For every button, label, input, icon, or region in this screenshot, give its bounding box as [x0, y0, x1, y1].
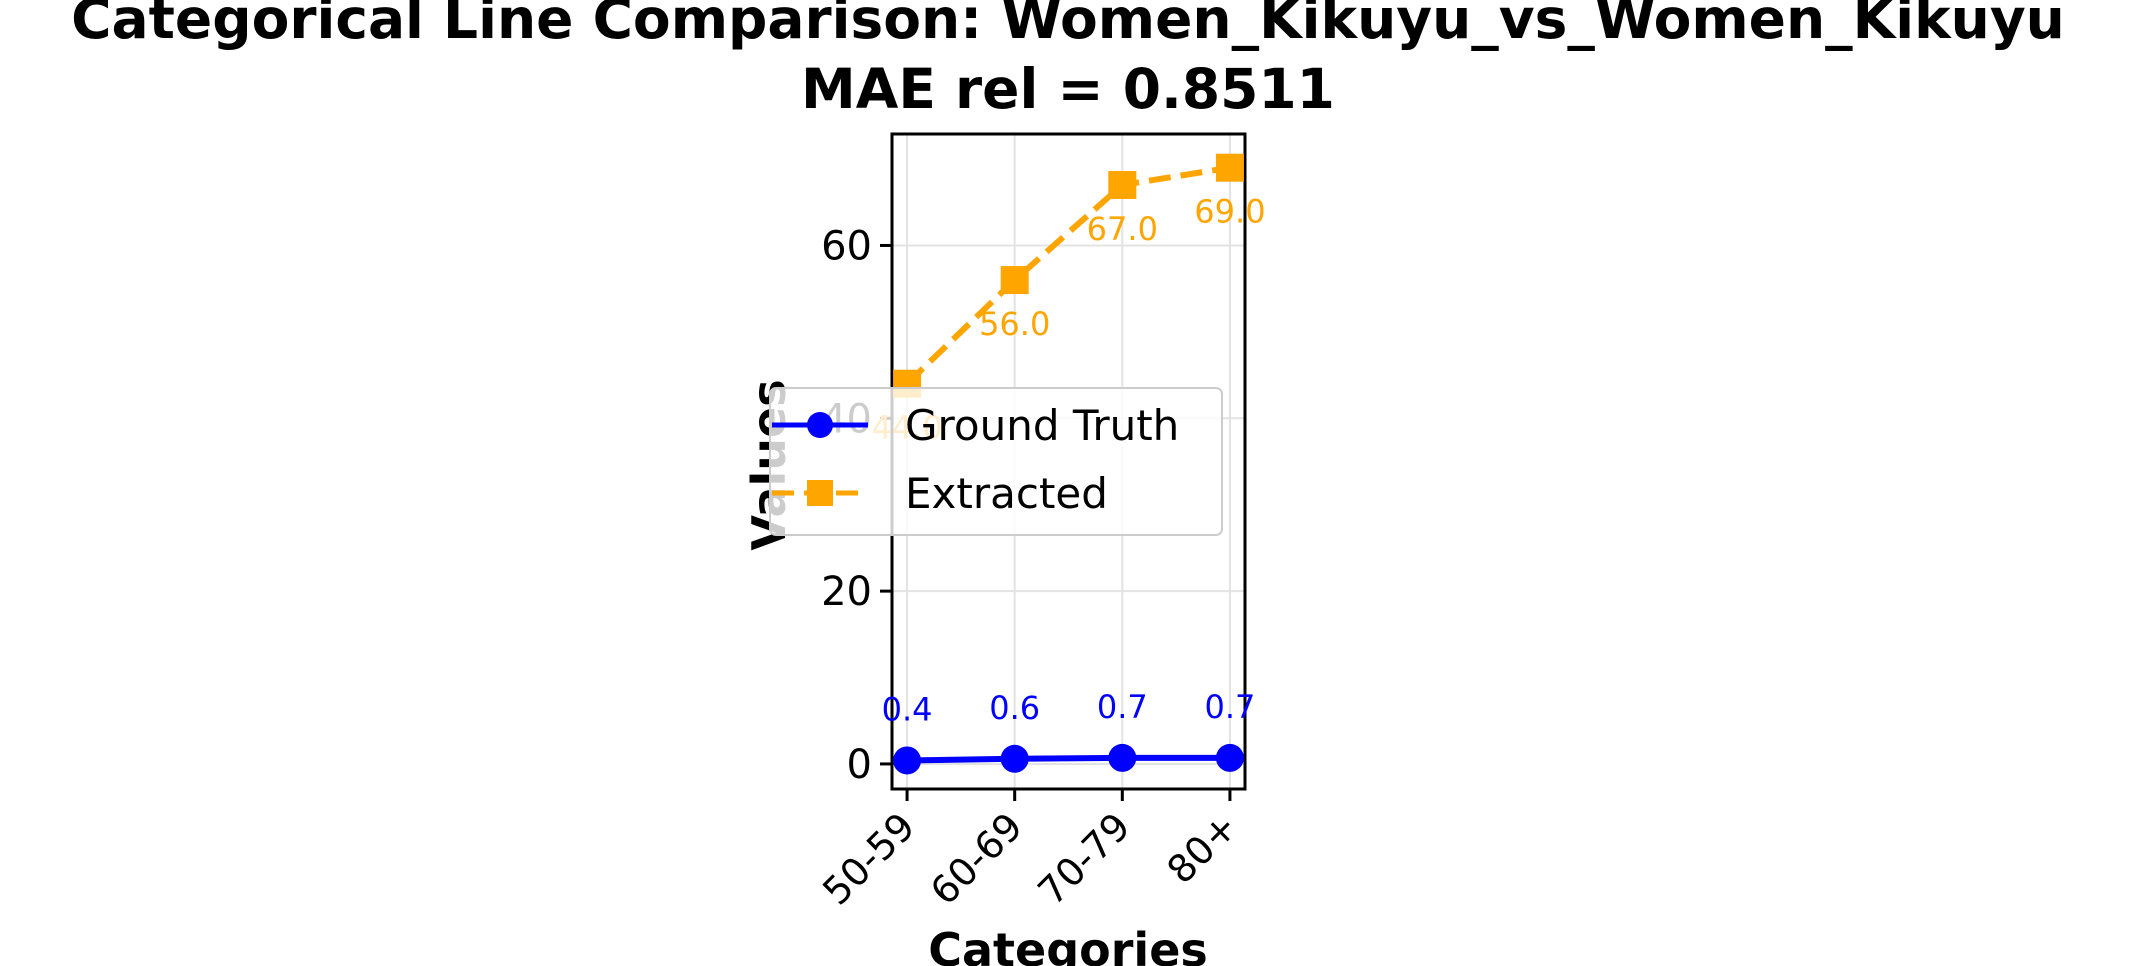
chart-title: Categorical Line Comparison: Women_Kikuy… — [71, 0, 2065, 51]
data-point-ground-truth — [893, 746, 922, 775]
data-label-extracted: 69.0 — [1194, 193, 1265, 231]
data-label-extracted: 56.0 — [979, 305, 1050, 343]
legend-ground-truth-label: Ground Truth — [905, 401, 1179, 450]
legend-extracted-marker — [807, 480, 833, 506]
x-axis-label: Categories — [928, 923, 1208, 966]
data-point-ground-truth — [1108, 743, 1137, 772]
legend-box — [769, 387, 1223, 536]
y-tick-label: 20 — [821, 569, 872, 615]
data-point-extracted — [1215, 153, 1244, 182]
legend-extracted-label: Extracted — [905, 469, 1108, 518]
data-point-extracted — [1108, 170, 1137, 199]
chart-subtitle: MAE rel = 0.8511 — [801, 57, 1335, 121]
series-line-extracted — [904, 164, 1231, 386]
legend: Ground Truth Extracted — [769, 387, 1223, 536]
data-point-extracted — [1000, 266, 1029, 295]
data-label-extracted: 67.0 — [1087, 210, 1158, 248]
data-label-ground-truth: 0.7 — [1097, 688, 1148, 726]
data-label-ground-truth: 0.6 — [989, 689, 1040, 727]
legend-ground-truth-marker — [807, 412, 833, 438]
y-tick-label: 60 — [821, 223, 872, 269]
series-line-ground-truth — [907, 754, 1230, 764]
data-point-ground-truth — [1215, 743, 1244, 772]
data-point-ground-truth — [1000, 744, 1029, 773]
data-label-ground-truth: 0.7 — [1204, 688, 1255, 726]
y-tick-label: 0 — [847, 742, 872, 788]
series-group — [893, 153, 1244, 775]
data-label-ground-truth: 0.4 — [882, 690, 933, 728]
